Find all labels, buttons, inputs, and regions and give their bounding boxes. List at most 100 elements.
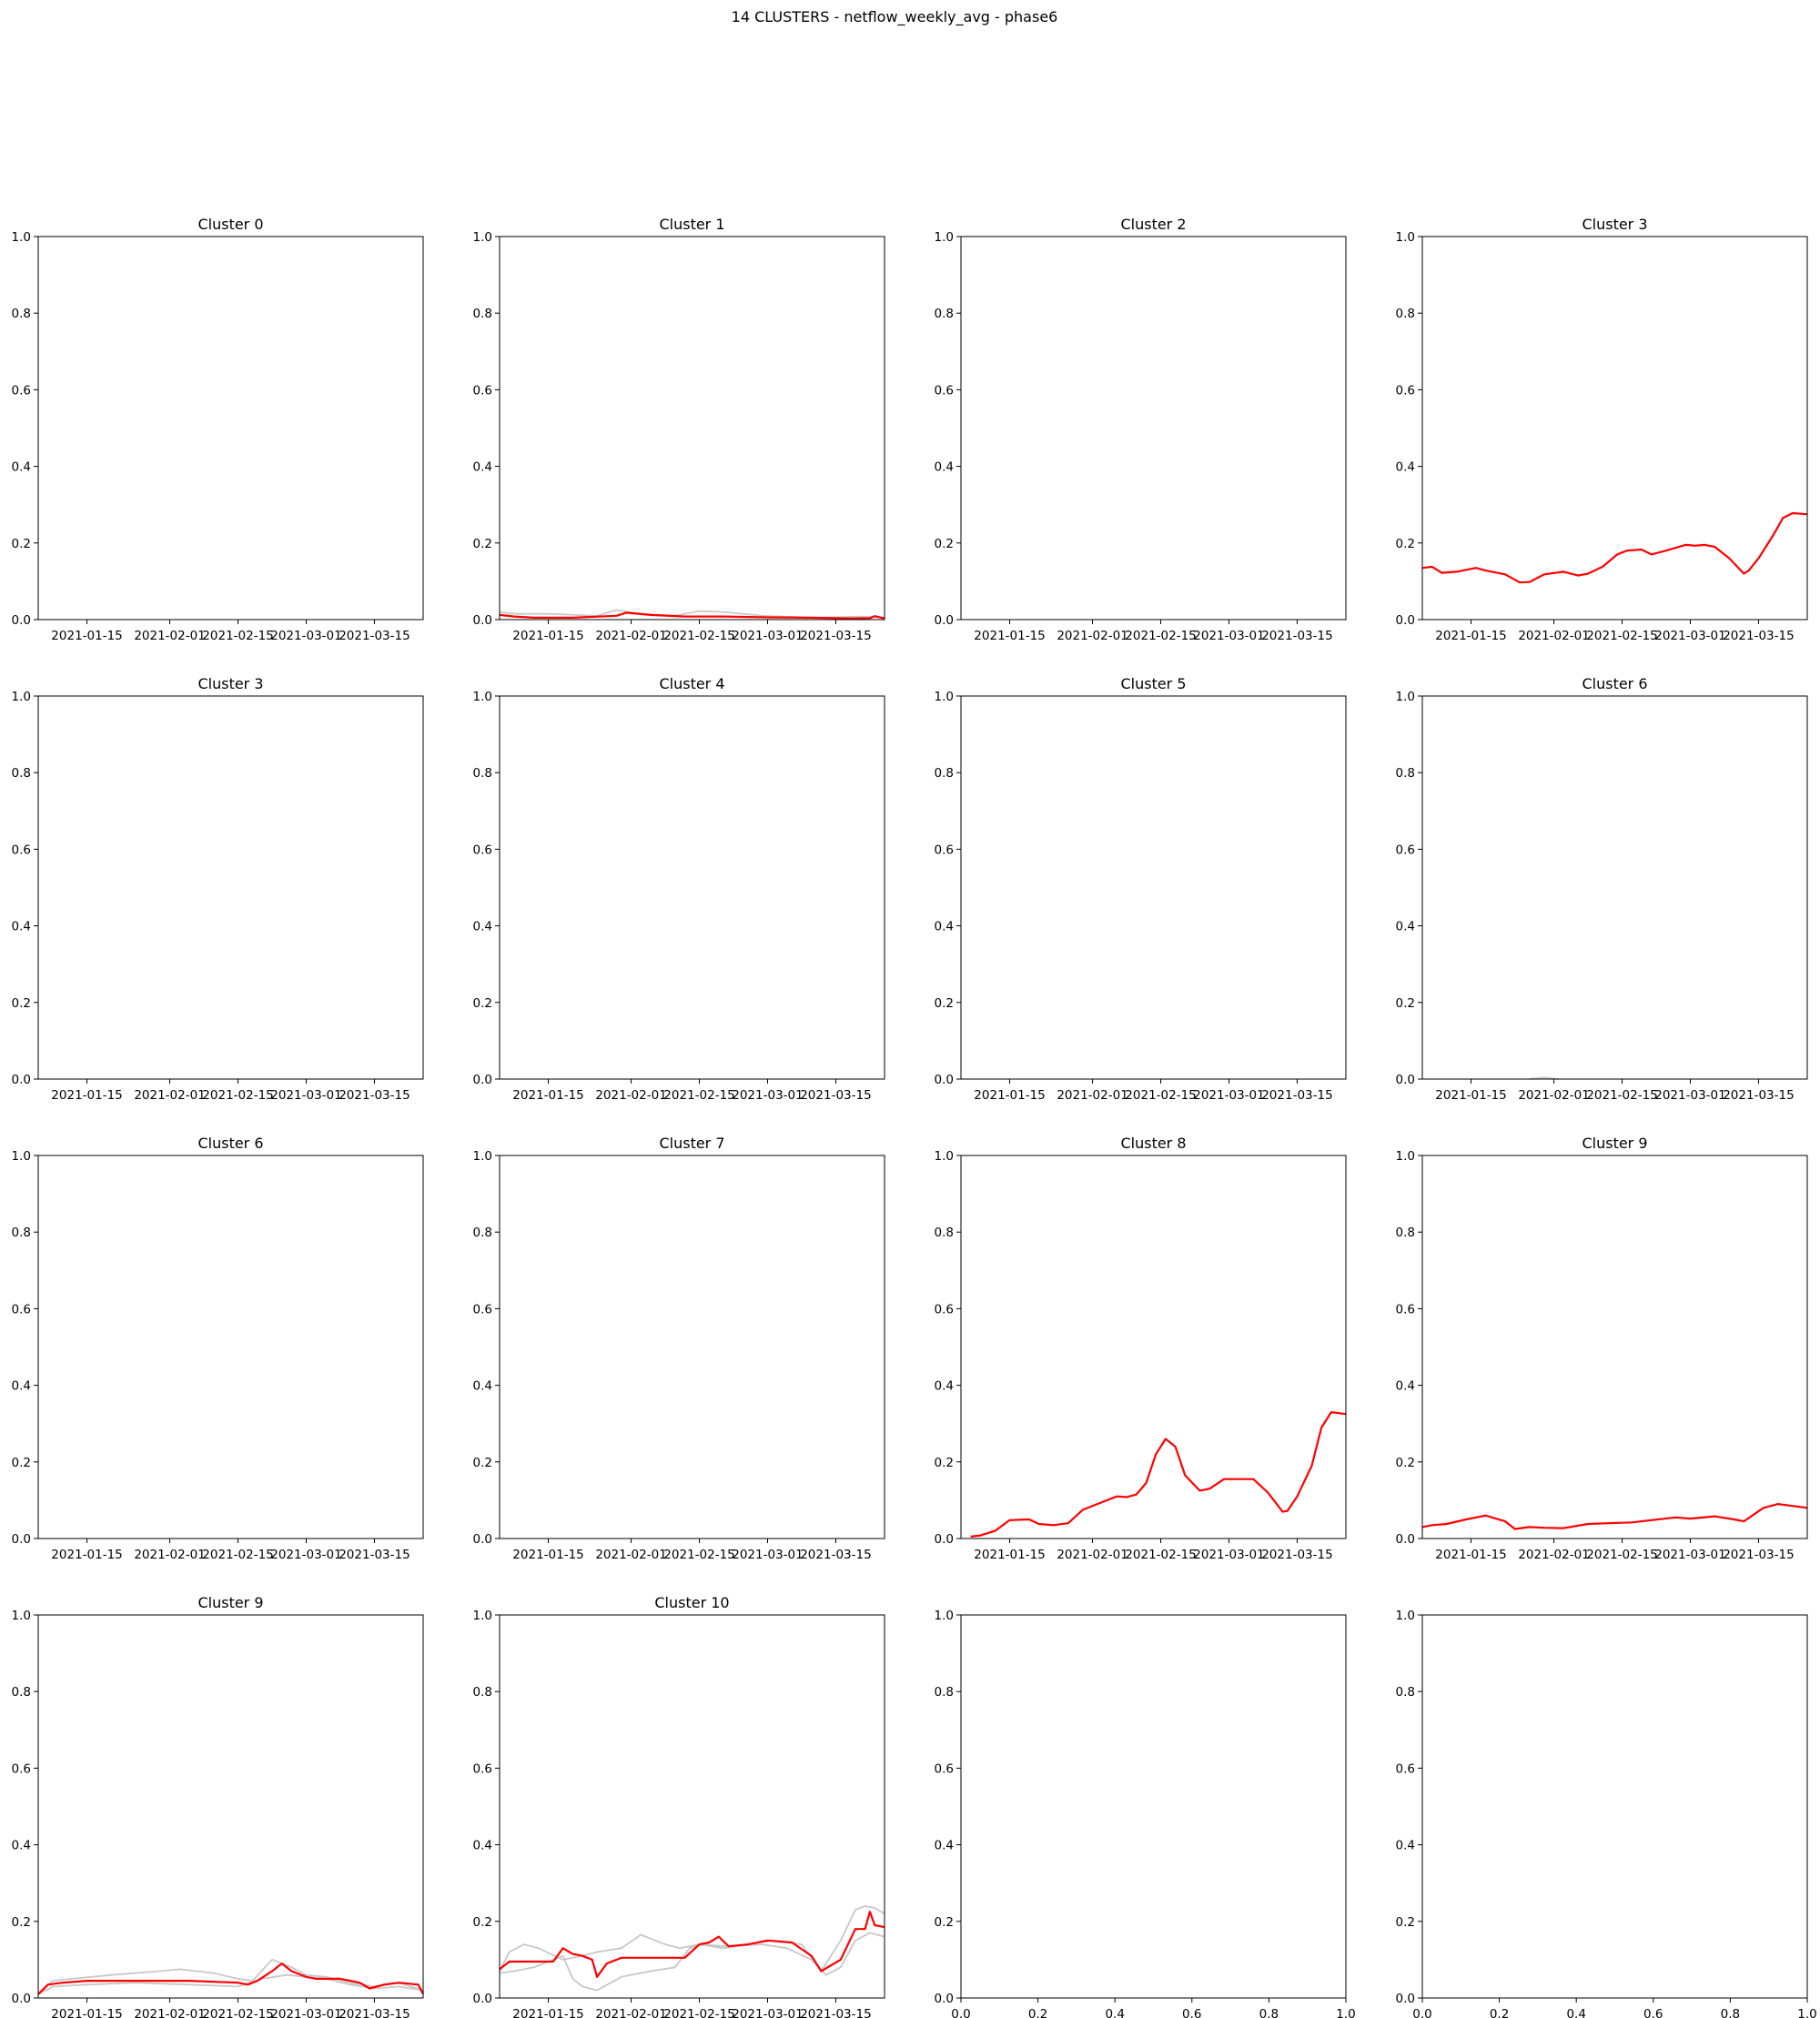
x-tick-label: 2021-02-15 [1125,629,1196,643]
x-tick-label: 0.4 [1105,2007,1124,2018]
x-tick-label: 2021-03-15 [1261,629,1332,643]
x-tick-label: 2021-03-01 [1193,1088,1264,1103]
figure-title: 14 CLUSTERS - netflow_weekly_avg - phase… [732,8,1058,26]
subplot-12: Cluster 9 0.0 0.2 0.4 0.6 0.8 1.0 2021-01-15 202… [12,1594,424,2018]
subplot-title: Cluster 10 [654,1594,729,1611]
y-tick-label: 0.8 [12,307,31,321]
x-tick-label: 2021-03-01 [1654,1088,1725,1103]
y-tick-label: 1.0 [935,1609,954,1623]
y-tick-label: 0.2 [12,996,31,1011]
y-tick-label: 0.2 [12,1915,31,1930]
x-tick-label: 0.4 [1566,2007,1585,2018]
x-tick-label: 2021-03-15 [800,629,871,643]
axes-frame [960,695,1347,1080]
y-tick-label: 0.4 [12,1839,31,1853]
y-tick-label: 0.8 [1396,1226,1415,1240]
x-tick-label: 2021-02-15 [1586,629,1657,643]
y-tick-label: 0.8 [1396,1685,1415,1700]
x-tick-label: 0.2 [1028,2007,1047,2018]
x-tick-label: 2021-02-01 [134,2007,205,2018]
x-tick-label: 2021-01-15 [974,629,1045,643]
y-tick-label: 0.6 [473,1302,492,1317]
y-tick-label: 1.0 [1396,230,1415,245]
member-line [37,1973,424,1995]
subplot-title: Cluster 0 [197,216,263,233]
y-tick-label: 1.0 [473,690,492,704]
y-tick-label: 0.0 [12,1532,31,1547]
x-tick-label: 2021-03-01 [270,1548,341,1562]
axes-frame [960,1614,1347,1999]
y-tick-label: 0.2 [473,1915,492,1930]
y-tick-label: 0.8 [935,307,954,321]
x-tick-label: 2021-01-15 [1435,1548,1506,1562]
y-tick-label: 0.2 [935,537,954,551]
y-tick-label: 0.8 [935,1226,954,1240]
y-tick-label: 0.0 [473,613,492,628]
y-tick-label: 0.4 [935,1839,954,1853]
y-tick-label: 0.0 [473,1073,492,1087]
y-tick-label: 0.8 [935,766,954,781]
x-tick-label: 2021-02-01 [134,1088,205,1103]
x-tick-label: 2021-03-01 [270,629,341,643]
x-tick-label: 2021-03-01 [732,2007,803,2018]
y-tick-label: 0.4 [12,460,31,475]
y-tick-label: 0.2 [935,1915,954,1930]
x-tick-label: 2021-02-01 [1518,629,1589,643]
x-tick-label: 0.0 [951,2007,970,2018]
x-tick-label: 0.2 [1490,2007,1509,2018]
x-tick-label: 2021-02-15 [663,2007,734,2018]
subplot-title: Cluster 9 [197,1594,263,1611]
x-tick-label: 2021-03-15 [1723,1548,1794,1562]
x-tick-label: 2021-03-15 [1261,1548,1332,1562]
x-tick-label: 2021-01-15 [1435,629,1506,643]
x-tick-label: 0.0 [1412,2007,1431,2018]
y-tick-label: 0.6 [1396,1761,1415,1776]
y-tick-label: 0.0 [12,1073,31,1087]
y-tick-label: 0.2 [935,996,954,1011]
y-tick-label: 0.0 [935,1532,954,1547]
y-tick-label: 0.2 [1396,1456,1415,1470]
x-tick-label: 2021-02-01 [1518,1088,1589,1103]
y-tick-label: 0.0 [935,1073,954,1087]
subplot-5: Cluster 4 0.0 0.2 0.4 0.6 0.8 1.0 2021-01-15 202… [473,675,885,1103]
x-tick-label: 2021-02-15 [1586,1548,1657,1562]
y-tick-label: 0.0 [473,1992,492,2006]
y-tick-label: 0.6 [935,1302,954,1317]
y-tick-label: 0.0 [935,1992,954,2006]
subplot-7: Cluster 6 0.0 0.2 0.4 0.6 0.8 1.0 2021-01-15 202… [1396,675,1808,1103]
x-tick-label: 2021-03-15 [339,1548,410,1562]
axes-frame [1421,1155,1808,1539]
representative-line [970,1410,1347,1538]
subplot-4: Cluster 3 0.0 0.2 0.4 0.6 0.8 1.0 2021-01-15 202… [12,675,424,1103]
axes-frame [499,1614,885,1999]
y-tick-label: 0.6 [12,383,31,398]
x-tick-label: 2021-01-15 [512,1088,583,1103]
y-tick-label: 0.0 [1396,1073,1415,1087]
x-tick-label: 2021-02-15 [202,629,273,643]
x-tick-label: 2021-03-01 [270,1088,341,1103]
subplot-title: Cluster 3 [1582,216,1647,233]
axes-frame [37,1614,424,1999]
y-tick-label: 0.0 [473,1532,492,1547]
y-tick-label: 0.4 [1396,1839,1415,1853]
x-tick-label: 0.6 [1643,2007,1663,2018]
x-tick-label: 2021-02-01 [595,2007,666,2018]
y-tick-label: 0.4 [12,920,31,934]
y-tick-label: 0.4 [935,1379,954,1394]
x-tick-label: 2021-01-15 [51,629,122,643]
x-tick-label: 2021-03-01 [732,629,803,643]
y-tick-label: 0.8 [12,766,31,781]
y-tick-label: 0.6 [12,1761,31,1776]
y-tick-label: 0.4 [935,460,954,475]
x-tick-label: 0.6 [1182,2007,1201,2018]
representative-line [499,1911,885,1978]
subplot-title: Cluster 9 [1582,1135,1647,1152]
axes-frame [1421,695,1808,1080]
subplot-0: Cluster 0 0.0 0.2 0.4 0.6 0.8 1.0 2021-01-15 202… [12,216,424,643]
x-tick-label: 2021-02-15 [663,1088,734,1103]
x-tick-label: 2021-02-01 [1057,629,1127,643]
y-tick-label: 0.6 [12,1302,31,1317]
subplot-2: Cluster 2 0.0 0.2 0.4 0.6 0.8 1.0 2021-01-15 202… [935,216,1347,643]
y-tick-label: 1.0 [12,690,31,704]
